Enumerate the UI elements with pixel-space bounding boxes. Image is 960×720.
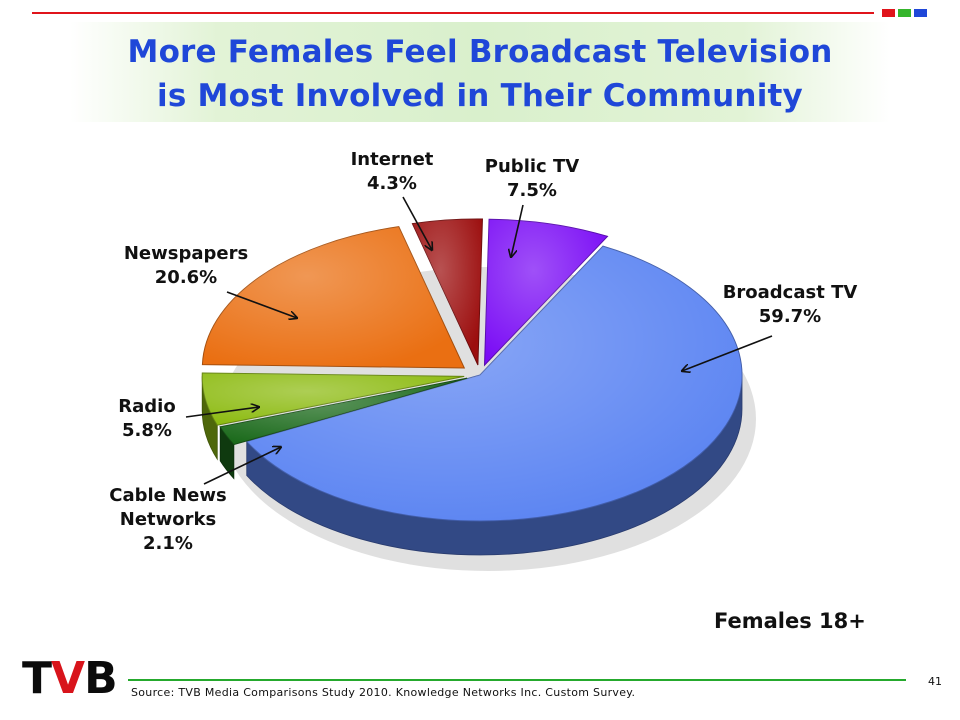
arrow-radio: [185, 407, 259, 418]
slice-highlight: [202, 226, 465, 369]
slice-highlight: [202, 372, 465, 426]
pie-slices: [201, 218, 756, 571]
title-line-1: More Females Feel Broadcast Television: [127, 34, 833, 70]
top-rule: [32, 12, 874, 14]
corner-squares: [882, 9, 927, 17]
slice-highlight: [412, 218, 483, 365]
label-name-broadcast-tv: Broadcast TV: [723, 282, 858, 303]
page-number: 41: [928, 675, 942, 688]
arrow-internet: [402, 196, 432, 250]
slice-labels: Broadcast TV 59.7% Cable News Networks 2.1% R…: [109, 149, 857, 554]
label-name-radio: Radio: [118, 396, 175, 417]
arrow-newspapers: [226, 291, 297, 318]
arrow-cable-news-networks: [203, 447, 281, 485]
slice-highlight: [220, 378, 468, 445]
label-value-radio: 5.8%: [122, 420, 172, 441]
arrow-broadcast-tv: [682, 335, 773, 371]
green-square: [898, 9, 911, 17]
logo-b: B: [84, 653, 118, 704]
title-line-2: is Most Involved in Their Community: [157, 78, 803, 114]
logo-v: V: [51, 653, 85, 704]
bottom-rule: [128, 679, 906, 681]
blue-square: [914, 9, 927, 17]
label-name-internet: Internet: [351, 149, 434, 170]
label-value-internet: 4.3%: [367, 173, 417, 194]
label-value-newspapers: 20.6%: [155, 267, 217, 288]
tvb-logo: TVB: [22, 657, 118, 701]
label-value-cable-news-networks: 2.1%: [143, 533, 193, 554]
label-name-newspapers: Newspapers: [124, 243, 248, 264]
label-name-cable-news-networks: Networks: [120, 509, 216, 530]
slide-title: More Females Feel Broadcast Television i…: [60, 30, 900, 118]
arrow-public-tv: [511, 204, 524, 257]
red-square: [882, 9, 895, 17]
source-note: Source: TVB Media Comparisons Study 2010…: [131, 686, 636, 699]
label-name-cable-news-networks: Cable News: [109, 485, 227, 506]
title-band: [70, 22, 890, 122]
label-name-public-tv: Public TV: [485, 156, 579, 177]
subgroup-label: Females 18+: [714, 609, 866, 633]
label-value-broadcast-tv: 59.7%: [759, 306, 821, 327]
slice-highlight: [246, 246, 743, 521]
label-value-public-tv: 7.5%: [507, 180, 557, 201]
logo-t: T: [22, 653, 52, 704]
